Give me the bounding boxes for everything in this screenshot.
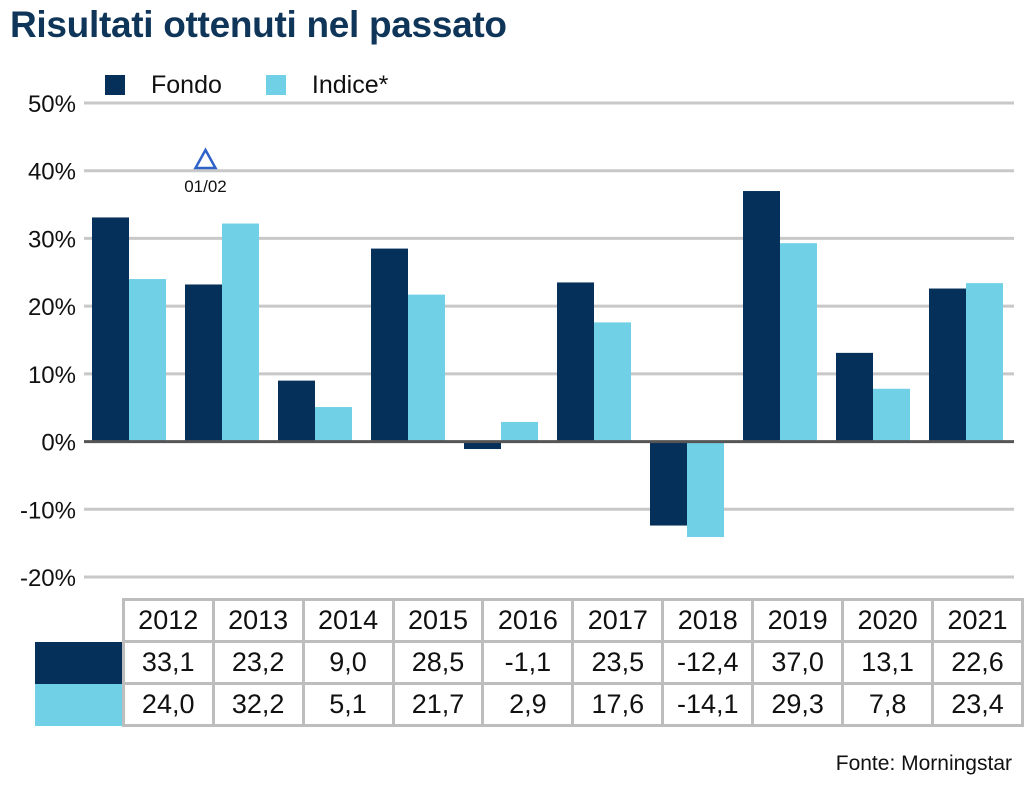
- table-cell: 5,1: [301, 682, 395, 727]
- table-cell: -12,4: [661, 640, 755, 685]
- bar-fondo: [185, 284, 222, 442]
- table-header-cell: 2013: [211, 598, 305, 643]
- table-header-cell: 2019: [751, 598, 845, 643]
- table-header-cell: 2012: [121, 598, 215, 643]
- bar-indice: [966, 283, 1003, 442]
- table-header-cell: 2015: [391, 598, 485, 643]
- table-cell: 9,0: [301, 640, 395, 685]
- bar-fondo: [371, 248, 408, 442]
- bar-fondo: [929, 288, 966, 442]
- table-swatch-fondo: [35, 641, 124, 684]
- legend-label-fondo: Fondo: [151, 70, 222, 99]
- table-cell: 17,6: [571, 682, 665, 727]
- triangle-up-icon: [193, 147, 218, 170]
- table-cell: 23,2: [211, 640, 305, 685]
- y-tick-label: 0%: [41, 430, 76, 457]
- table-cell: 21,7: [391, 682, 485, 727]
- legend: Fondo Indice*: [105, 70, 432, 100]
- bar-fondo: [743, 191, 780, 442]
- legend-swatch-fondo: [105, 75, 125, 95]
- y-tick-label: 20%: [28, 294, 76, 321]
- bar-fondo: [92, 217, 129, 442]
- chart-title: Risultati ottenuti nel passato: [10, 4, 507, 45]
- bar-indice: [594, 322, 631, 442]
- table-swatch-indice: [35, 683, 124, 726]
- y-tick-label: 40%: [28, 159, 76, 186]
- table-cell: -14,1: [661, 682, 755, 727]
- bar-indice: [780, 243, 817, 442]
- legend-item-fondo: Fondo: [105, 71, 222, 100]
- table-cell: 23,4: [931, 682, 1024, 727]
- bar-fondo: [464, 441, 501, 450]
- legend-item-indice: Indice*: [265, 70, 389, 100]
- bar-indice: [687, 441, 724, 538]
- legend-label-indice: Indice*: [311, 70, 389, 99]
- data-table: 2012 2013 2014 2015 2016 2017 2018 2019 …: [35, 598, 1024, 727]
- table-header-cell: 2020: [841, 598, 935, 643]
- table-cell: 24,0: [121, 682, 215, 727]
- table-cell: 2,9: [481, 682, 575, 727]
- table-header-cell: 2014: [301, 598, 395, 643]
- table-cell: 29,3: [751, 682, 845, 727]
- table-cell: -1,1: [481, 640, 575, 685]
- y-tick-label: 50%: [28, 91, 76, 118]
- table-header-row: 2012 2013 2014 2015 2016 2017 2018 2019 …: [35, 598, 1024, 643]
- table-header-cell: 2017: [571, 598, 665, 643]
- table-cell: 32,2: [211, 682, 305, 727]
- table-header-cell: 2016: [481, 598, 575, 643]
- legend-swatch-indice: [265, 75, 286, 95]
- table-header-cell: 2018: [661, 598, 755, 643]
- y-tick-label: 10%: [28, 362, 76, 389]
- bar-indice: [408, 294, 445, 442]
- table-cell: 22,6: [931, 640, 1024, 685]
- marker-label: 01/02: [184, 177, 227, 196]
- bar-chart: 50% 40% 30% 20% 10% 0% -10% -20% 01/02: [20, 91, 1014, 592]
- table-row-fondo: 33,1 23,2 9,0 28,5 -1,1 23,5 -12,4 37,0 …: [35, 640, 1024, 685]
- table-cell: 13,1: [841, 640, 935, 685]
- table-cell: 23,5: [571, 640, 665, 685]
- bar-fondo: [557, 282, 594, 442]
- bar-indice: [315, 407, 352, 442]
- y-axis-ticks: 50% 40% 30% 20% 10% 0% -10% -20%: [20, 91, 76, 592]
- table-cell: 37,0: [751, 640, 845, 685]
- y-tick-label: -20%: [20, 565, 76, 592]
- table-corner: [35, 600, 123, 642]
- bar-indice: [129, 279, 166, 442]
- y-tick-label: -10%: [20, 497, 76, 524]
- event-marker: 01/02: [184, 147, 227, 196]
- bar-fondo: [278, 380, 315, 442]
- table-cell: 7,8: [841, 682, 935, 727]
- table-cell: 33,1: [121, 640, 215, 685]
- bars: [92, 191, 1003, 538]
- y-tick-label: 30%: [28, 226, 76, 253]
- bar-indice: [222, 223, 259, 442]
- table-row-indice: 24,0 32,2 5,1 21,7 2,9 17,6 -14,1 29,3 7…: [35, 682, 1024, 727]
- table-header-cell: 2021: [931, 598, 1024, 643]
- bar-fondo: [650, 441, 687, 526]
- bar-indice: [501, 421, 538, 442]
- source-note: Fonte: Morningstar: [835, 752, 1012, 775]
- table-cell: 28,5: [391, 640, 485, 685]
- bar-fondo: [836, 352, 873, 442]
- bar-indice: [873, 388, 910, 442]
